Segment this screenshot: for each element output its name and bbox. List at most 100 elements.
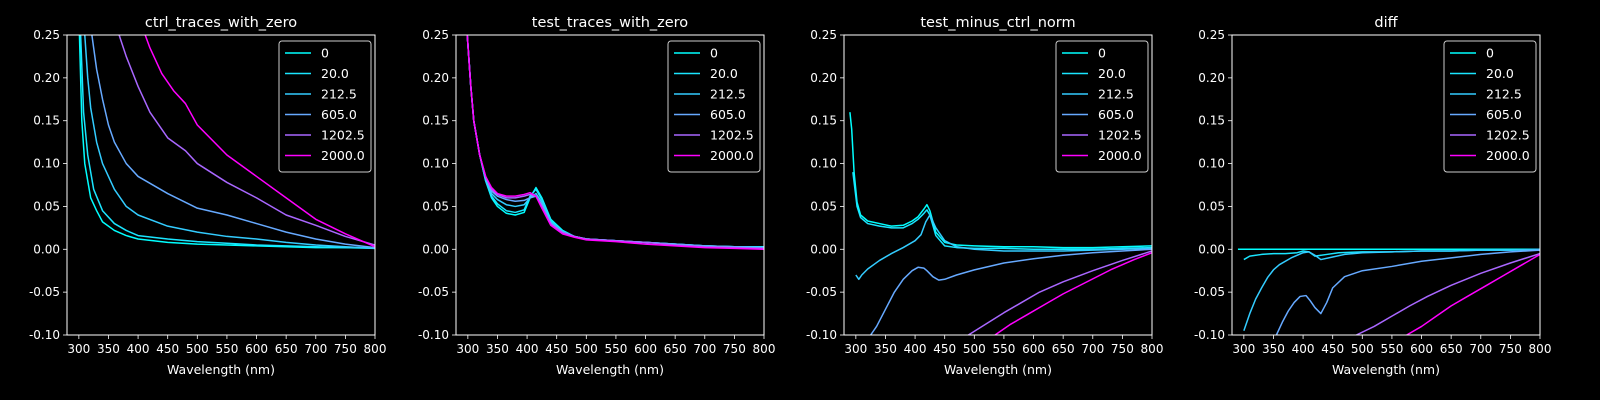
- y-tick-label: 0.15: [810, 114, 837, 128]
- legend: 0 20.0 212.5 605.0 1202.5 2000.0: [667, 40, 761, 173]
- chart-panel-2: test_traces_with_zero 300 350 400 450 500 550 6…: [418, 15, 776, 377]
- x-tick-label: 500: [575, 342, 598, 356]
- x-tick-label: 750: [334, 342, 357, 356]
- x-tick-label: 750: [1499, 342, 1522, 356]
- y-tick-label: 0.25: [422, 28, 449, 42]
- x-axis-label: Wavelength (nm): [167, 362, 275, 377]
- x-tick-label: 300: [67, 342, 90, 356]
- x-tick-label: 450: [1321, 342, 1344, 356]
- series-line-5: [1406, 253, 1540, 335]
- x-tick-label: 300: [1232, 342, 1255, 356]
- y-tick-label: -0.10: [806, 328, 837, 342]
- x-tick-label: 700: [693, 342, 716, 356]
- x-tick-label: 600: [1410, 342, 1433, 356]
- x-tick-label: 550: [1380, 342, 1403, 356]
- series-line-3: [1275, 249, 1540, 335]
- chart-panel-1: ctrl_traces_with_zero 300 350 400 450 500 550 6…: [29, 15, 387, 377]
- legend-label: 212.5: [321, 87, 357, 102]
- legend-label: 1202.5: [1486, 128, 1530, 143]
- legend-label: 0: [1098, 46, 1106, 61]
- x-tick-label: 600: [634, 342, 657, 356]
- y-tick-label: 0.10: [1198, 157, 1225, 171]
- y-tick-label: 0.00: [810, 242, 837, 256]
- y-tick-label: 0.20: [1198, 71, 1225, 85]
- legend-label: 20.0: [1486, 66, 1514, 81]
- y-tick-label: 0.00: [422, 242, 449, 256]
- y-tick-label: 0.05: [1198, 199, 1225, 213]
- x-tick-label: 450: [545, 342, 568, 356]
- x-tick-label: 300: [844, 342, 867, 356]
- legend-label: 20.0: [321, 66, 349, 81]
- legend: 0 20.0 212.5 605.0 1202.5 2000.0: [1443, 40, 1537, 173]
- legend: 0 20.0 212.5 605.0 1202.5 2000.0: [278, 40, 372, 173]
- legend-label: 2000.0: [710, 148, 754, 163]
- plot-frame: [843, 34, 1153, 336]
- x-tick-label: 600: [1022, 342, 1045, 356]
- legend-label: 2000.0: [1486, 148, 1530, 163]
- x-tick-label: 550: [992, 342, 1015, 356]
- y-tick-label: 0.20: [422, 71, 449, 85]
- y-tick-label: 0.00: [1198, 242, 1225, 256]
- series-line-2: [855, 214, 1152, 281]
- y-tick-label: -0.05: [1194, 285, 1225, 299]
- x-tick-label: 400: [127, 342, 150, 356]
- y-tick-label: 0.20: [810, 71, 837, 85]
- legend-label: 605.0: [1098, 107, 1134, 122]
- x-tick-label: 650: [1052, 342, 1075, 356]
- y-tick-label: -0.05: [418, 285, 449, 299]
- legend-label: 1202.5: [710, 128, 754, 143]
- series-line-1: [79, 35, 375, 249]
- x-tick-label: 600: [245, 342, 268, 356]
- series-line-5: [144, 35, 375, 248]
- x-tick-label: 700: [304, 342, 327, 356]
- x-tick-label: 800: [364, 342, 387, 356]
- x-tick-label: 400: [516, 342, 539, 356]
- legend: 0 20.0 212.5 605.0 1202.5 2000.0: [1055, 40, 1149, 173]
- series-group: [1237, 248, 1540, 335]
- legend-label: 605.0: [321, 107, 357, 122]
- y-tick-label: 0.10: [33, 157, 60, 171]
- legend-label: 212.5: [1098, 87, 1134, 102]
- x-tick-label: 750: [723, 342, 746, 356]
- y-tick-label: 0.05: [422, 199, 449, 213]
- series-line-4: [1356, 252, 1540, 335]
- chart-panel-4: diff 300 350 400 450 500 550 600 650 700 750 800 -0.…: [1194, 15, 1552, 377]
- chart-title: diff: [1374, 15, 1398, 31]
- x-tick-label: 750: [1111, 342, 1134, 356]
- y-tick-label: -0.05: [29, 285, 60, 299]
- x-tick-label: 800: [753, 342, 776, 356]
- series-line-4: [118, 35, 375, 246]
- x-tick-label: 400: [1292, 342, 1315, 356]
- series-line-3: [870, 248, 1152, 335]
- series-line-2: [1243, 248, 1540, 331]
- chart-panel-3: test_minus_ctrl_norm 300 350 400 450 500 550 60…: [806, 15, 1164, 377]
- legend-label: 605.0: [710, 107, 746, 122]
- y-tick-label: 0.15: [33, 114, 60, 128]
- series-group: [849, 112, 1152, 335]
- x-tick-label: 550: [604, 342, 627, 356]
- y-tick-label: 0.05: [810, 199, 837, 213]
- x-tick-label: 650: [275, 342, 298, 356]
- x-tick-label: 300: [456, 342, 479, 356]
- y-tick-label: 0.15: [422, 114, 449, 128]
- series-group: [466, 35, 764, 251]
- x-tick-label: 800: [1141, 342, 1164, 356]
- legend-label: 20.0: [710, 66, 738, 81]
- legend-label: 20.0: [1098, 66, 1126, 81]
- legend-label: 2000.0: [1098, 148, 1142, 163]
- plot-frame: [1231, 34, 1541, 336]
- x-tick-label: 650: [664, 342, 687, 356]
- legend-label: 0: [321, 46, 329, 61]
- y-tick-label: 0.20: [33, 71, 60, 85]
- x-axis-label: Wavelength (nm): [944, 362, 1052, 377]
- plot-frame: [66, 34, 376, 336]
- y-tick-label: 0.25: [33, 28, 60, 42]
- x-tick-label: 500: [1351, 342, 1374, 356]
- y-tick-label: 0.10: [422, 157, 449, 171]
- x-tick-label: 500: [963, 342, 986, 356]
- legend-label: 212.5: [710, 87, 746, 102]
- y-tick-label: 0.10: [810, 157, 837, 171]
- legend-label: 605.0: [1486, 107, 1522, 122]
- legend-label: 212.5: [1486, 87, 1522, 102]
